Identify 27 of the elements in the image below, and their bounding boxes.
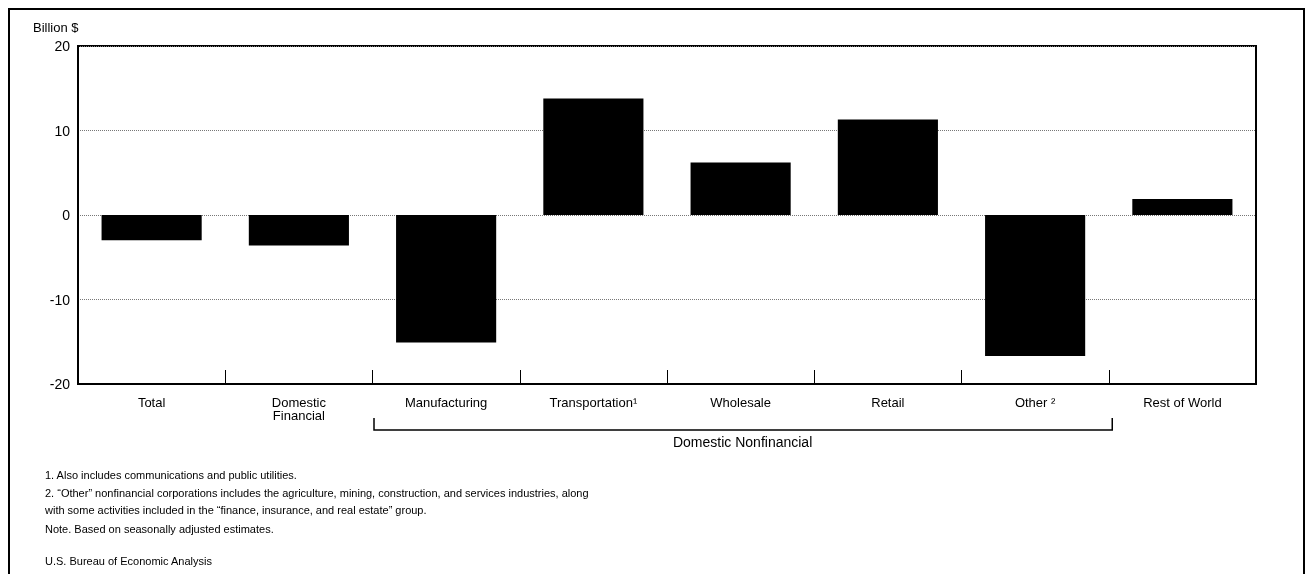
- y-tick-label: 20: [54, 38, 71, 54]
- y-axis-title: Billion $: [33, 20, 80, 35]
- x-tick-label: Total: [137, 395, 166, 410]
- bar: [985, 215, 1086, 357]
- x-tick-label: Other ²: [1014, 395, 1057, 410]
- bar: [543, 98, 644, 215]
- bar: [396, 215, 497, 343]
- y-tick-label: -20: [49, 376, 71, 392]
- text: Note. Based on seasonally adjusted estimates.: [45, 522, 274, 535]
- text: 1. Also includes communications and public utilities.: [45, 468, 297, 481]
- x-tick-label: Retail: [871, 395, 905, 410]
- text: Domestic Nonfinancial: [671, 434, 814, 450]
- bar: [101, 215, 202, 241]
- y-tick-label: 0: [62, 207, 71, 223]
- bar: [690, 162, 791, 215]
- text: 2. “Other” nonfinancial corporations includes the agriculture, mining, construction, and services industries, along with some activities included in the “finance, insurance, and real estate” group.: [44, 486, 592, 516]
- bar: [837, 119, 938, 215]
- bar: [248, 215, 349, 246]
- y-tick-label: -10: [49, 291, 71, 308]
- y-tick-label: 10: [54, 122, 71, 139]
- bar: [1132, 198, 1233, 215]
- x-tick-label: Transportation¹: [549, 395, 638, 410]
- x-tick-label: Wholesale: [710, 395, 771, 410]
- x-tick-label: Rest of World: [1143, 395, 1222, 410]
- x-tick-label: Domestic Financial: [271, 395, 327, 423]
- text: U.S. Bureau of Economic Analysis: [45, 554, 213, 567]
- x-tick-label: Manufacturing: [404, 395, 488, 410]
